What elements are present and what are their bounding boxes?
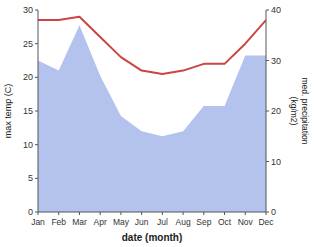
y-tick	[35, 111, 38, 112]
y-tick-label: 5	[28, 173, 33, 183]
x-tick-label: Feb	[51, 217, 66, 227]
precipitation-area	[38, 25, 266, 212]
x-tick	[266, 212, 267, 215]
x-tick-label: Mar	[72, 217, 87, 227]
x-tick-label: Sep	[196, 217, 211, 227]
x-tick	[141, 212, 142, 215]
x-tick	[224, 212, 225, 215]
x-tick	[38, 212, 39, 215]
y-tick-label: 20	[23, 72, 33, 82]
x-tick	[162, 212, 163, 215]
y-tick	[35, 144, 38, 145]
y-tick	[35, 43, 38, 44]
x-tick	[245, 212, 246, 215]
x-tick-label: Dec	[258, 217, 274, 227]
x-tick	[183, 212, 184, 215]
y2-tick	[266, 111, 269, 112]
y-axis-label: max temp (C)	[3, 84, 13, 139]
y-tick-label: 10	[23, 140, 33, 150]
y-tick	[35, 178, 38, 179]
x-tick-label: Jul	[157, 217, 168, 227]
y-tick-label: 25	[23, 39, 33, 49]
y-tick	[35, 77, 38, 78]
y-tick-label: 15	[23, 106, 33, 116]
y2-tick	[266, 60, 269, 61]
y-tick	[35, 10, 38, 11]
y2-tick-label: 20	[271, 106, 281, 116]
x-tick-label: Aug	[176, 217, 191, 227]
y2-tick	[266, 10, 269, 11]
plot-area	[38, 17, 266, 212]
y2-tick-label: 30	[271, 56, 281, 66]
y-tick-label: 30	[23, 5, 33, 15]
y2-axis-label-line: (kg/m2)	[289, 97, 299, 126]
y-tick-label: 0	[28, 207, 33, 217]
x-tick	[100, 212, 101, 215]
y2-axis-label-line: med. precipitation	[300, 77, 310, 144]
x-tick-label: Jan	[31, 217, 45, 227]
x-axis-label: date (month)	[122, 232, 183, 243]
x-tick-label: Apr	[94, 217, 107, 227]
temperature-line	[38, 17, 266, 74]
x-tick	[203, 212, 204, 215]
chart-svg: 0 5 10 15 20 25 30 0 10 20 30 40 Jan Feb Mar Apr May Jun J…	[0, 0, 318, 247]
chart-container: 0 5 10 15 20 25 30 0 10 20 30 40 Jan Feb Mar Apr May Jun J…	[0, 0, 318, 247]
y2-tick-label: 0	[271, 207, 276, 217]
x-tick-label: May	[113, 217, 130, 227]
y2-tick-label: 10	[271, 157, 281, 167]
x-tick-label: Oct	[218, 217, 232, 227]
y2-tick-label: 40	[271, 5, 281, 15]
x-axis-line	[38, 212, 266, 213]
y2-tick	[266, 161, 269, 162]
x-tick	[79, 212, 80, 215]
x-tick	[58, 212, 59, 215]
x-tick	[120, 212, 121, 215]
y2-axis-label: med. precipitation(kg/m2)	[289, 77, 310, 144]
x-tick-label: Jun	[135, 217, 149, 227]
x-tick-label: Nov	[238, 217, 254, 227]
